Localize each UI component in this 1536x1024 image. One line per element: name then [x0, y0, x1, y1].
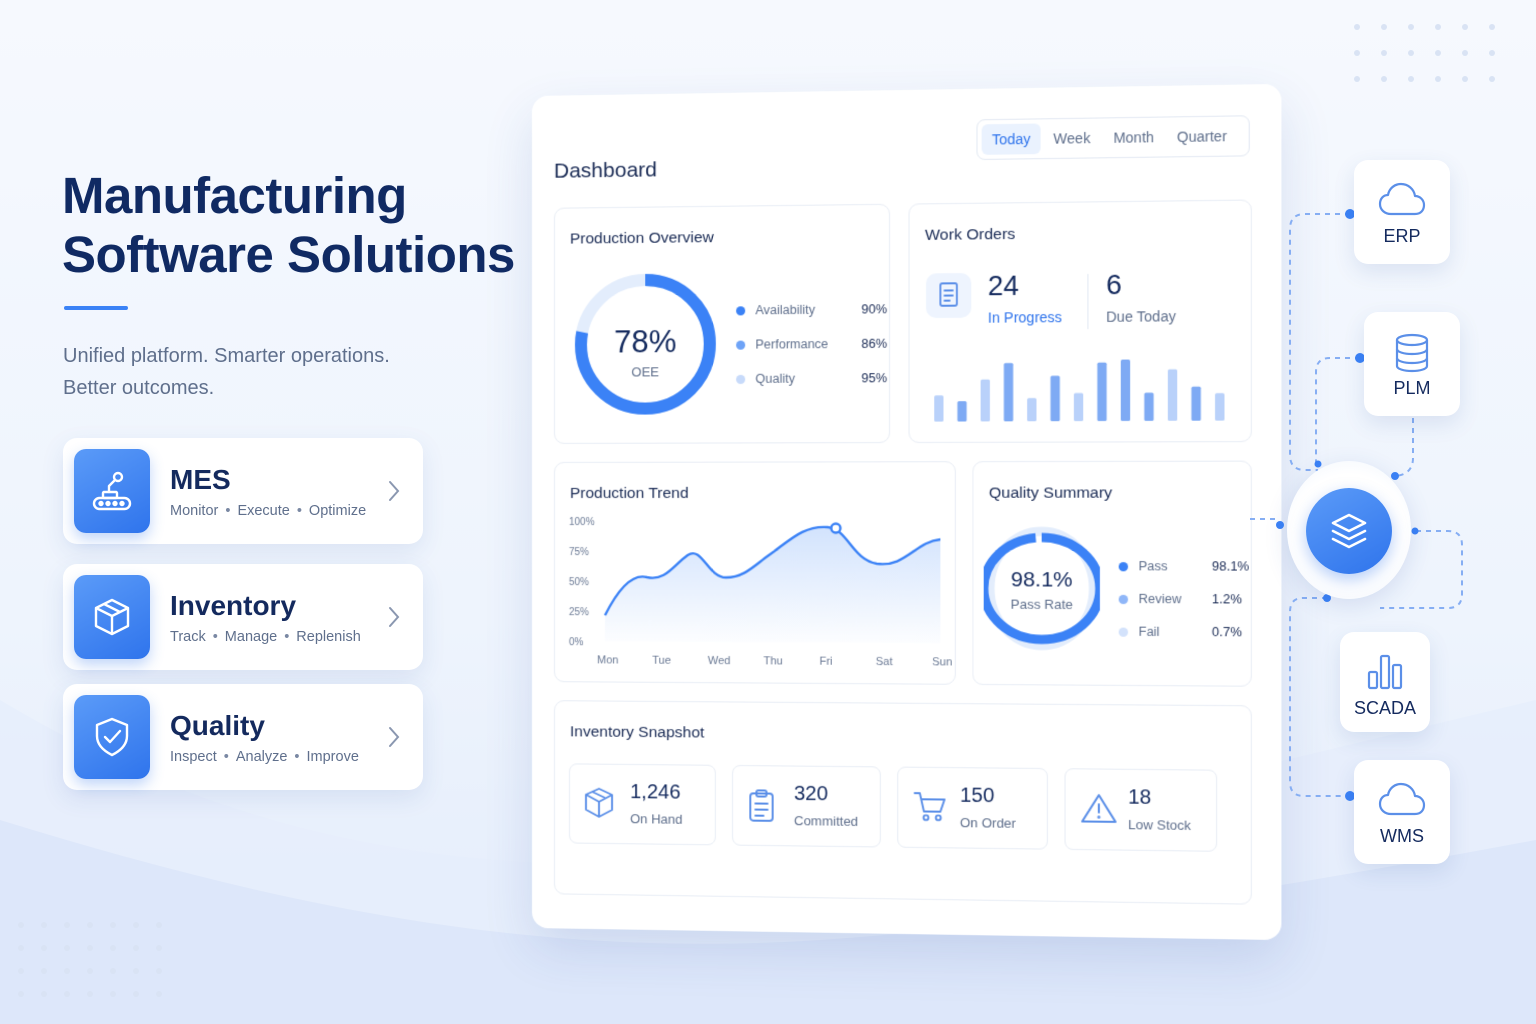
bar-chart-icon	[1365, 652, 1405, 690]
integration-plm[interactable]: PLM	[1364, 312, 1460, 416]
integration-label: ERP	[1354, 226, 1450, 247]
integration-label: SCADA	[1340, 698, 1430, 719]
cloud-icon	[1377, 780, 1427, 820]
integration-erp[interactable]: ERP	[1354, 160, 1450, 264]
integration-wms[interactable]: WMS	[1354, 760, 1450, 864]
integration-label: PLM	[1364, 378, 1460, 399]
cloud-icon	[1377, 180, 1427, 220]
layers-icon[interactable]	[1306, 488, 1392, 574]
integration-hub	[1287, 461, 1411, 599]
database-icon	[1393, 332, 1431, 374]
integration-scada[interactable]: SCADA	[1340, 632, 1430, 732]
integration-label: WMS	[1354, 826, 1450, 847]
